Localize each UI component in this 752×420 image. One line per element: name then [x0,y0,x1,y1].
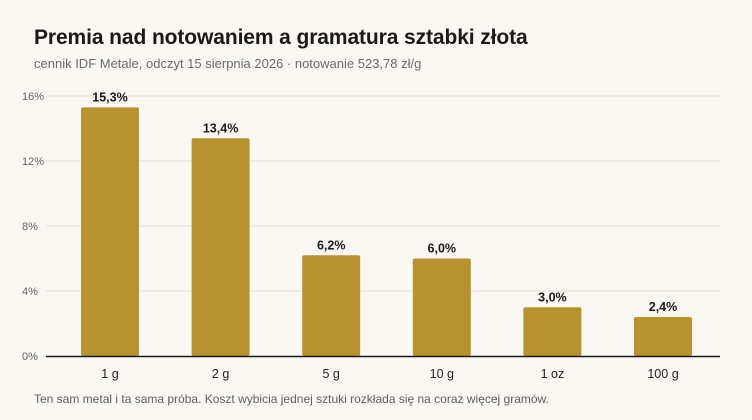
x-tick-label: 2 g [212,367,229,381]
x-axis-ticks: 1 g 2 g 5 g 10 g 1 oz 100 g [101,367,678,381]
x-tick-label: 1 g [101,367,118,381]
data-label: 6,2% [317,238,346,252]
y-tick-label: 16% [22,91,44,103]
chart-footnote: Ten sam metal i ta sama próba. Koszt wyb… [34,392,549,406]
y-tick-label: 8% [22,221,38,233]
data-label: 13,4% [203,121,238,135]
y-tick-label: 4% [22,286,38,298]
x-tick-label: 10 g [430,367,454,381]
x-tick-label: 1 oz [541,367,565,381]
grid-lines [46,95,720,292]
bar [302,255,361,356]
y-tick-label: 0% [22,351,38,363]
data-label: 2,4% [649,300,678,314]
bar [634,317,692,356]
data-labels: 15,3% 13,4% 6,2% 6,0% 3,0% 2,4% [92,90,677,314]
bar [191,138,250,356]
bar [523,307,582,356]
x-tick-label: 5 g [323,367,340,381]
data-label: 15,3% [92,90,127,104]
y-tick-label: 12% [22,156,44,168]
bar [412,258,471,356]
bar [81,107,139,356]
chart-subtitle: cennik IDF Metale, odczyt 15 sierpnia 20… [34,56,422,71]
chart-title: Premia nad notowaniem a gramatura sztabk… [34,26,528,49]
bars [81,107,692,356]
y-axis-ticks: 0% 4% 8% 12% 16% [22,91,44,363]
data-label: 3,0% [538,290,567,304]
x-tick-label: 100 g [647,367,678,381]
data-label: 6,0% [428,242,457,256]
